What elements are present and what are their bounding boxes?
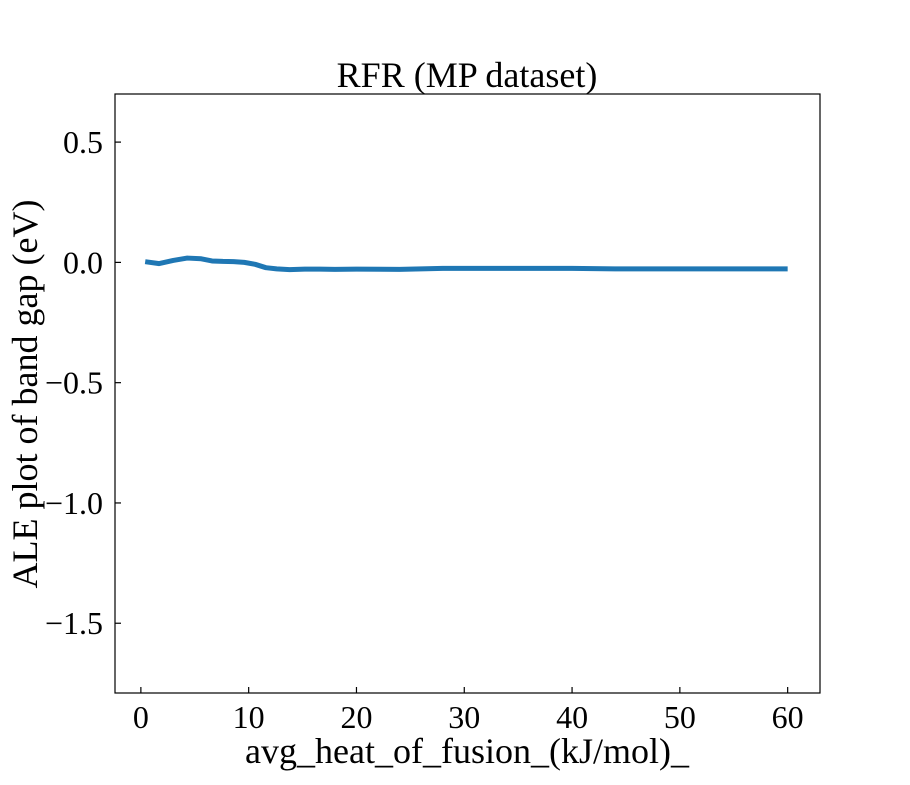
x-tick-label: 10: [233, 699, 265, 735]
y-tick-label: −0.5: [45, 365, 103, 401]
x-axis: 0 10 20 30 40 50 60: [133, 687, 804, 735]
y-axis-label: ALE plot of band gap (eV): [5, 200, 45, 589]
x-tick-label: 30: [448, 699, 480, 735]
x-tick-label: 20: [340, 699, 372, 735]
y-tick-label: −1.0: [45, 485, 103, 521]
y-tick-label: 0.0: [63, 244, 103, 280]
x-axis-label: avg_heat_of_fusion_(kJ/mol)_: [245, 731, 690, 771]
plot-area: [144, 255, 788, 273]
x-tick-label: 0: [133, 699, 149, 735]
y-axis: 0.5 0.0 −0.5 −1.0 −1.5: [45, 124, 121, 641]
x-tick-label: 40: [556, 699, 588, 735]
ale-series-line: [144, 255, 788, 273]
x-tick-label: 50: [664, 699, 696, 735]
x-tick-label: 60: [772, 699, 804, 735]
chart-title: RFR (MP dataset): [337, 55, 598, 95]
y-tick-label: −1.5: [45, 605, 103, 641]
plot-frame: [114, 93, 821, 694]
y-tick-label: 0.5: [63, 124, 103, 160]
